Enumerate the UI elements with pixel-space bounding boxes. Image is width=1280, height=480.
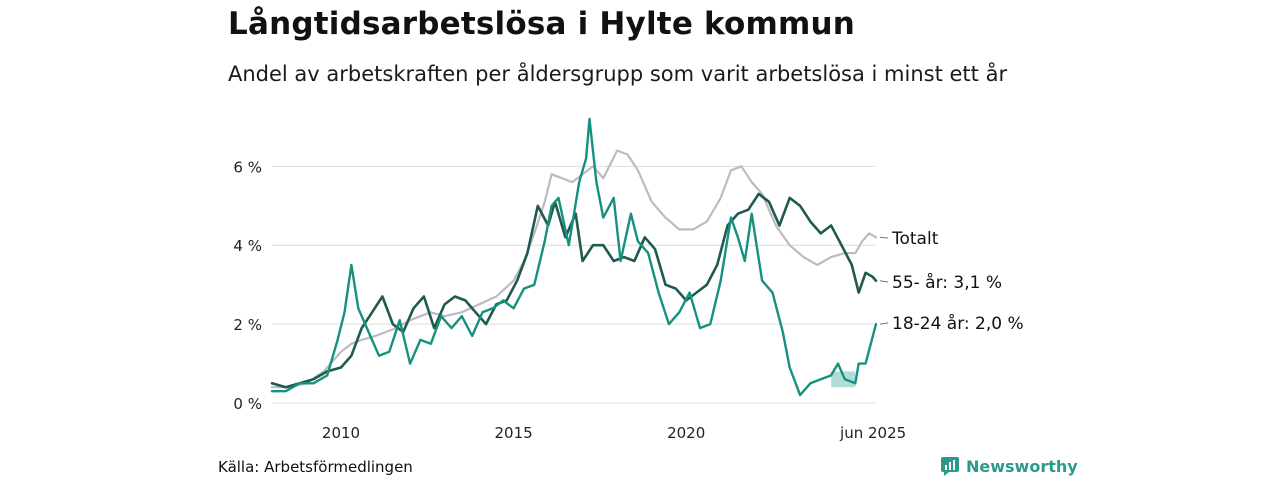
newsworthy-logo-icon: [941, 457, 959, 476]
x-tick-label: 2020: [667, 424, 705, 442]
axis-layer: 0 % 2 % 4 % 6 % 2010 2015 2020 jun 2025: [233, 158, 906, 442]
x-tick-label: 2015: [495, 424, 533, 442]
y-tick-label: 4 %: [233, 237, 262, 255]
source-note: Källa: Arbetsförmedlingen: [218, 458, 413, 476]
series-label-totalt: Totalt: [891, 229, 939, 249]
brand-logo[interactable]: Newsworthy: [940, 456, 1078, 476]
uncertainty-band: [831, 371, 856, 388]
band-layer: [831, 371, 856, 388]
series-label-leader: [879, 280, 889, 283]
y-tick-label: 0 %: [233, 395, 262, 413]
chart-title: Långtidsarbetslösa i Hylte kommun: [228, 6, 856, 42]
chart-subtitle: Andel av arbetskraften per åldersgrupp s…: [228, 62, 1008, 86]
brand-name: Newsworthy: [966, 456, 1078, 476]
series-label-leader: [879, 236, 889, 239]
y-tick-label: 2 %: [233, 316, 262, 334]
x-tick-label: jun 2025: [839, 424, 906, 442]
label-layer: Totalt 55- år: 3,1 % 18-24 år: 2,0 %: [879, 229, 1024, 334]
series-line-55: [270, 192, 878, 389]
series-line-totalt: [270, 149, 878, 389]
y-tick-label: 6 %: [233, 158, 262, 176]
series-label-55: 55- år: 3,1 %: [892, 272, 1002, 293]
series-label-leader: [879, 322, 889, 325]
series-line-18-24: [270, 117, 878, 397]
x-tick-label: 2010: [322, 424, 360, 442]
series-label-18-24: 18-24 år: 2,0 %: [892, 313, 1024, 334]
grid-layer: [272, 165, 876, 404]
series-layer: [270, 117, 878, 397]
